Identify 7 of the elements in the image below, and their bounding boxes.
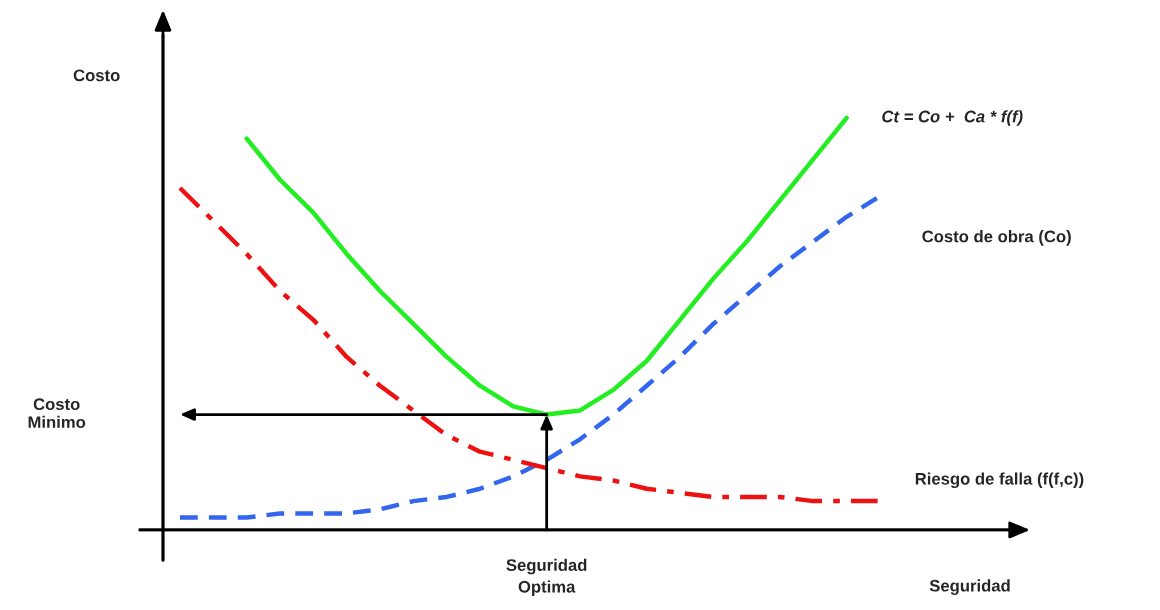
text: Ct = Co + Ca * f(f): [882, 110, 1023, 126]
text: Seguridad Optima: [506, 558, 587, 596]
x-axis-title: Seguridad: [929, 579, 1010, 595]
y-axis-title: Costo: [73, 69, 120, 82]
text: Costo Minimo: [28, 398, 86, 429]
text: Costo de obra (Co): [922, 230, 1071, 246]
text: Riesgo de falla (f(f,c)): [915, 472, 1084, 489]
